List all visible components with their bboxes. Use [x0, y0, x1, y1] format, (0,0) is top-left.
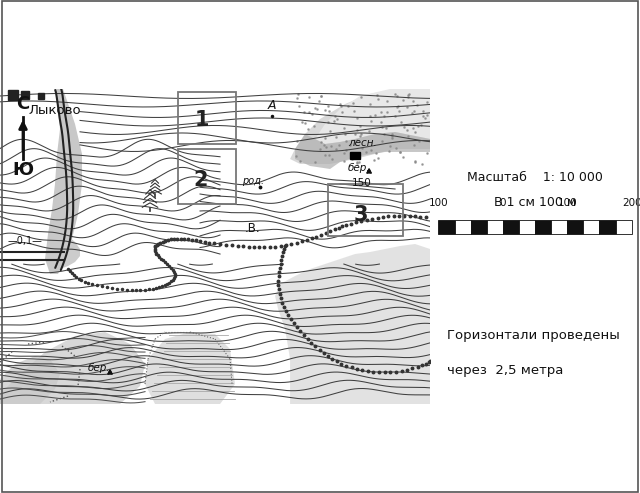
Polygon shape	[350, 152, 360, 159]
Polygon shape	[48, 224, 80, 269]
Text: Лыково: Лыково	[28, 104, 81, 117]
Text: через  2,5 метра: через 2,5 метра	[447, 364, 563, 377]
Bar	[519, 220, 535, 234]
Text: В 1 см 100 м: В 1 см 100 м	[494, 196, 576, 209]
Text: 0: 0	[500, 198, 506, 208]
Text: С: С	[17, 95, 29, 113]
Text: бер.: бер.	[348, 163, 371, 173]
Polygon shape	[315, 89, 430, 144]
Bar	[616, 220, 632, 234]
Bar	[328, 184, 403, 236]
Polygon shape	[145, 332, 235, 404]
Bar	[583, 220, 600, 234]
Text: 1: 1	[195, 110, 209, 130]
Polygon shape	[38, 93, 44, 99]
Text: 3: 3	[353, 205, 367, 225]
Polygon shape	[45, 89, 82, 274]
Polygon shape	[108, 370, 112, 374]
Bar	[551, 220, 567, 234]
Polygon shape	[0, 356, 60, 404]
Text: род.: род.	[242, 176, 264, 186]
Text: бер.: бер.	[88, 363, 111, 373]
Text: .В.: .В.	[245, 222, 260, 235]
Bar	[178, 92, 236, 144]
Polygon shape	[290, 89, 430, 164]
Bar	[454, 220, 470, 234]
Bar	[438, 220, 454, 234]
Text: А: А	[268, 99, 276, 112]
Bar	[535, 220, 551, 234]
Bar	[178, 149, 236, 204]
Bar	[470, 220, 487, 234]
Text: 150: 150	[352, 178, 372, 188]
Text: Горизонтали проведены: Горизонтали проведены	[447, 329, 620, 342]
Text: —0,1—: —0,1—	[8, 236, 43, 246]
Text: лесн.: лесн.	[348, 138, 377, 148]
Text: 100: 100	[429, 198, 448, 208]
Bar	[567, 220, 583, 234]
Text: 100: 100	[557, 198, 577, 208]
Polygon shape	[295, 132, 430, 169]
Polygon shape	[367, 169, 371, 173]
Polygon shape	[0, 332, 145, 404]
Text: Масштаб    1: 10 000: Масштаб 1: 10 000	[467, 171, 603, 184]
Bar	[503, 220, 519, 234]
Text: 200: 200	[622, 198, 640, 208]
Polygon shape	[21, 91, 29, 99]
Polygon shape	[0, 89, 430, 404]
Text: Ю: Ю	[12, 161, 33, 179]
Polygon shape	[275, 244, 430, 404]
Text: 2: 2	[193, 170, 207, 190]
Bar	[487, 220, 503, 234]
Bar	[600, 220, 616, 234]
Polygon shape	[8, 90, 18, 100]
